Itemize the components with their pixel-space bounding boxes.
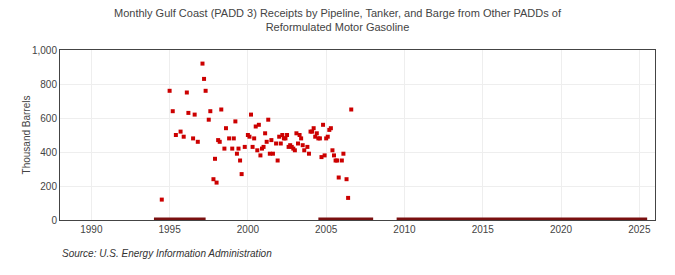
svg-text:0: 0	[51, 215, 57, 226]
svg-text:2025: 2025	[628, 224, 651, 235]
svg-text:2005: 2005	[315, 224, 338, 235]
svg-text:2000: 2000	[237, 224, 260, 235]
svg-text:2015: 2015	[472, 224, 495, 235]
svg-text:1995: 1995	[158, 224, 181, 235]
svg-text:1,000: 1,000	[32, 45, 57, 56]
svg-text:400: 400	[40, 147, 57, 158]
svg-text:200: 200	[40, 181, 57, 192]
svg-text:600: 600	[40, 113, 57, 124]
svg-text:1990: 1990	[80, 224, 103, 235]
svg-text:Thousand Barrels: Thousand Barrels	[21, 96, 32, 175]
svg-text:Monthly Gulf Coast (PADD 3) Re: Monthly Gulf Coast (PADD 3) Receipts by …	[114, 7, 562, 33]
svg-text:Source: U.S. Energy Informatio: Source: U.S. Energy Information Administ…	[62, 248, 272, 259]
svg-text:2020: 2020	[550, 224, 573, 235]
svg-text:2010: 2010	[393, 224, 416, 235]
svg-text:800: 800	[40, 79, 57, 90]
